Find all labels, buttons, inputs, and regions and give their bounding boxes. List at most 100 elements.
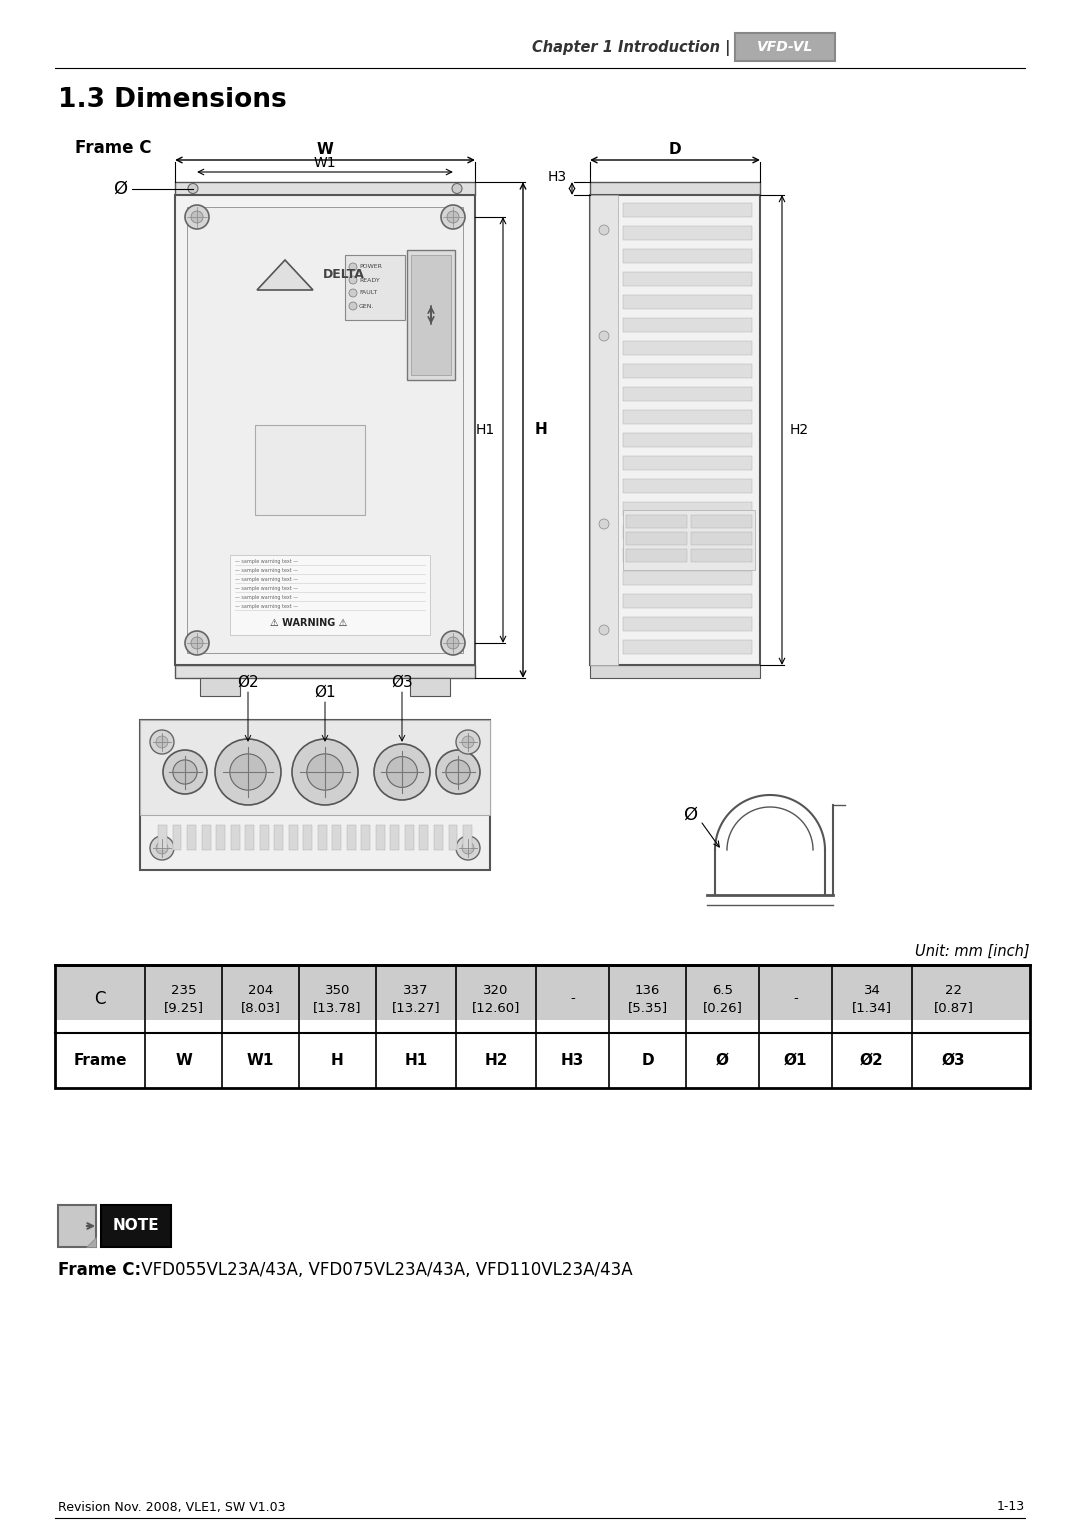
Circle shape <box>150 836 174 861</box>
Circle shape <box>185 206 210 229</box>
Bar <box>274 825 283 850</box>
Bar <box>623 319 752 333</box>
Circle shape <box>599 624 609 635</box>
Bar <box>175 195 475 666</box>
Text: H: H <box>535 422 548 437</box>
Text: H3: H3 <box>561 1052 584 1068</box>
Bar <box>158 825 167 850</box>
Bar <box>407 250 455 380</box>
Bar <box>345 255 405 321</box>
Text: — sample warning text —: — sample warning text — <box>235 568 298 574</box>
Bar <box>623 457 752 471</box>
Bar <box>691 515 752 528</box>
Bar <box>231 825 240 850</box>
Text: GEN.: GEN. <box>359 304 375 308</box>
Bar <box>259 825 269 850</box>
Bar <box>410 678 450 696</box>
Text: H: H <box>332 1052 343 1068</box>
Bar <box>140 719 490 815</box>
Text: Ø2: Ø2 <box>238 675 259 689</box>
Text: FAULT: FAULT <box>359 290 377 296</box>
Circle shape <box>173 759 198 784</box>
Circle shape <box>599 225 609 235</box>
Text: Ø: Ø <box>683 805 697 824</box>
Text: Frame: Frame <box>73 1052 126 1068</box>
Bar <box>405 825 414 850</box>
Text: VFD-VL: VFD-VL <box>757 40 813 54</box>
Text: H2: H2 <box>484 1052 508 1068</box>
Bar <box>626 515 687 528</box>
Circle shape <box>292 739 357 805</box>
Text: Ø1: Ø1 <box>784 1052 807 1068</box>
Text: H1: H1 <box>476 423 495 437</box>
Circle shape <box>215 739 281 805</box>
Text: H3: H3 <box>548 170 567 184</box>
Bar <box>590 183 760 195</box>
Bar <box>230 555 430 635</box>
Circle shape <box>436 750 480 795</box>
Bar <box>411 255 451 374</box>
Text: VFD055VL23A/43A, VFD075VL23A/43A, VFD110VL23A/43A: VFD055VL23A/43A, VFD075VL23A/43A, VFD110… <box>136 1261 633 1279</box>
Bar <box>318 825 327 850</box>
Circle shape <box>387 756 417 787</box>
Circle shape <box>150 730 174 755</box>
Text: 1-13: 1-13 <box>997 1500 1025 1514</box>
Text: 1.3 Dimensions: 1.3 Dimensions <box>58 87 287 114</box>
Bar <box>623 204 752 218</box>
Bar <box>391 825 400 850</box>
Text: 350
[13.78]: 350 [13.78] <box>313 985 362 1014</box>
Circle shape <box>441 206 465 229</box>
Circle shape <box>456 836 480 861</box>
Text: W: W <box>316 141 334 156</box>
Circle shape <box>230 753 266 790</box>
Bar <box>376 825 384 850</box>
Circle shape <box>349 288 357 298</box>
Text: Ø1: Ø1 <box>314 684 336 700</box>
Bar <box>623 549 752 563</box>
Bar <box>419 825 429 850</box>
Bar <box>623 388 752 402</box>
Bar <box>216 825 225 850</box>
Text: NOTE: NOTE <box>112 1218 160 1233</box>
Text: 22
[0.87]: 22 [0.87] <box>933 985 973 1014</box>
Circle shape <box>188 184 198 193</box>
Circle shape <box>349 262 357 272</box>
Bar <box>140 719 490 870</box>
Circle shape <box>453 184 462 193</box>
Text: Ø3: Ø3 <box>391 675 413 689</box>
Text: H2: H2 <box>789 423 809 437</box>
Circle shape <box>349 302 357 310</box>
Text: H1: H1 <box>404 1052 428 1068</box>
Polygon shape <box>257 259 313 290</box>
Text: C: C <box>94 989 106 1008</box>
Bar <box>691 532 752 545</box>
Text: READY: READY <box>359 278 380 282</box>
Bar <box>623 572 752 586</box>
Text: 136
[5.35]: 136 [5.35] <box>627 985 667 1014</box>
Polygon shape <box>86 1236 96 1247</box>
Bar <box>623 342 752 356</box>
Text: D: D <box>669 141 681 156</box>
Text: 337
[13.27]: 337 [13.27] <box>392 985 441 1014</box>
Text: — sample warning text —: — sample warning text — <box>235 586 298 591</box>
Bar <box>623 509 755 571</box>
Bar <box>590 666 760 678</box>
Text: Revision Nov. 2008, VLE1, SW V1.03: Revision Nov. 2008, VLE1, SW V1.03 <box>58 1500 285 1514</box>
Bar <box>58 1206 96 1247</box>
Text: Unit: mm [inch]: Unit: mm [inch] <box>916 943 1030 959</box>
Text: Chapter 1 Introduction |: Chapter 1 Introduction | <box>531 40 730 57</box>
Text: W1: W1 <box>247 1052 274 1068</box>
Text: Ø3: Ø3 <box>942 1052 966 1068</box>
Bar <box>288 825 298 850</box>
Circle shape <box>349 276 357 284</box>
Bar <box>175 183 475 195</box>
Circle shape <box>374 744 430 801</box>
Text: POWER: POWER <box>359 264 382 270</box>
Text: D: D <box>642 1052 653 1068</box>
Bar <box>303 825 312 850</box>
Bar <box>623 641 752 653</box>
Bar <box>55 965 1030 1020</box>
Bar <box>245 825 254 850</box>
Text: — sample warning text —: — sample warning text — <box>235 604 298 609</box>
Circle shape <box>191 212 203 222</box>
